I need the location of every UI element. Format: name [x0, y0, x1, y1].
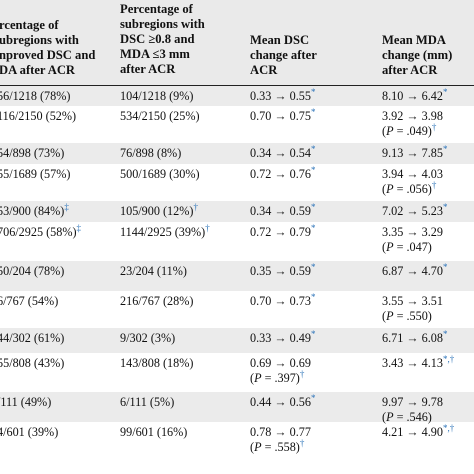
cell-mean-dsc: 0.72 → 0.79* — [250, 222, 316, 239]
footnote-mark: ‡ — [76, 222, 82, 233]
cell-mean-mda: 3.92 → 3.98 — [382, 109, 443, 123]
cell-threshold: 216/767 (28%) — [120, 294, 194, 308]
cell-threshold: 76/898 (8%) — [120, 146, 182, 160]
cell-mean-mda: 9.97 → 9.78 — [382, 395, 443, 409]
table-row: 55/1689 (57%) 500/1689 (30%) 0.72 → 0.76* 3… — [0, 164, 474, 201]
cell-improved: 6/767 (54%) — [0, 294, 59, 308]
footnote-mark: * — [442, 143, 448, 154]
footnote-mark: * — [310, 222, 316, 233]
cell-mean-mda: 7.02 → 5.23* — [382, 201, 448, 218]
footnote-mark: * — [310, 328, 316, 339]
cell-mean-dsc: 0.44 → 0.56* — [250, 392, 316, 409]
cell-mean-mda: 9.13 → 7.85* — [382, 143, 448, 160]
cell-mean-dsc: 0.34 → 0.54* — [250, 143, 316, 160]
footnote-mark: *,† — [442, 422, 455, 433]
cell-improved: 4/601 (39%) — [0, 425, 59, 439]
cell-mean-dsc: 0.78 → 0.77 — [250, 425, 311, 439]
cell-threshold: 500/1689 (30%) — [120, 167, 200, 181]
cell-improved: 55/1689 (57%) — [0, 167, 71, 181]
cell-threshold: 9/302 (3%) — [120, 331, 176, 345]
cell-mean-dsc: (P = .558)† — [250, 437, 305, 454]
cell-improved: 53/900 (84%)‡ — [0, 201, 69, 218]
footnote-mark: * — [310, 143, 316, 154]
footnote-mark: * — [442, 86, 448, 97]
cell-mean-mda: 4.21 → 4.90*,† — [382, 422, 455, 439]
table-row: 54/898 (73%) 76/898 (8%) 0.34 → 0.54* 9.13 … — [0, 143, 474, 164]
table-row: 55/808 (43%) 143/808 (18%) 0.69 → 0.69 (P =… — [0, 353, 474, 392]
footnote-mark: * — [310, 201, 316, 212]
cell-mean-mda: (P = .049)† — [382, 121, 437, 138]
cell-threshold: 6/111 (5%) — [120, 395, 175, 409]
header-rule — [0, 85, 474, 86]
table-row: 116/2150 (52%) 534/2150 (25%) 0.70 → 0.75*… — [0, 106, 474, 143]
footnote-mark: *,† — [442, 353, 455, 364]
cell-mean-dsc: (P = .397)† — [250, 368, 305, 385]
header-col-improved: rcentage of ubregions with nproved DSC a… — [0, 18, 96, 77]
header-col-mean-dsc: Mean DSC change after ACR — [250, 33, 317, 77]
cell-improved: 116/2150 (52%) — [0, 109, 77, 123]
cell-mean-mda: (P = .056)† — [382, 179, 437, 196]
cell-threshold: 534/2150 (25%) — [120, 109, 200, 123]
cell-mean-mda: 3.55 → 3.51 — [382, 294, 443, 308]
footnote-mark: * — [442, 261, 448, 272]
cell-mean-dsc: 0.35 → 0.59* — [250, 261, 316, 278]
cell-improved: 50/204 (78%) — [0, 264, 65, 278]
table-row: 44/302 (61%) 9/302 (3%) 0.33 → 0.49* 6.71 →… — [0, 328, 474, 353]
table-row: 6/767 (54%) 216/767 (28%) 0.70 → 0.73* 3.55… — [0, 291, 474, 328]
cell-mean-dsc: 0.33 → 0.49* — [250, 328, 316, 345]
cell-mean-dsc: 0.69 → 0.69 — [250, 356, 311, 370]
table-row: 56/1218 (78%) 104/1218 (9%) 0.33 → 0.55* 8.… — [0, 86, 474, 106]
cell-mean-dsc: 0.72 → 0.76* — [250, 164, 316, 181]
cell-mean-dsc: 0.70 → 0.75* — [250, 106, 316, 123]
cell-threshold: 105/900 (12%)† — [120, 201, 198, 218]
footnote-mark: † — [431, 121, 437, 132]
cell-mean-mda: (P = .546) — [382, 410, 432, 424]
cell-threshold: 99/601 (16%) — [120, 425, 188, 439]
table-header — [0, 0, 474, 85]
cell-improved: 706/2925 (58%)‡ — [0, 222, 82, 239]
footnote-mark: ‡ — [64, 201, 69, 212]
cell-mean-dsc: 0.34 → 0.59* — [250, 201, 316, 218]
cell-mean-mda: 8.10 → 6.42* — [382, 86, 448, 103]
cell-threshold: 143/808 (18%) — [120, 356, 194, 370]
table-row: 706/2925 (58%)‡ 1144/2925 (39%)† 0.72 → 0.… — [0, 222, 474, 261]
cell-mean-dsc: 0.70 → 0.73* — [250, 291, 316, 308]
cell-mean-mda: 6.71 → 6.08* — [382, 328, 448, 345]
table-row: 53/900 (84%)‡ 105/900 (12%)† 0.34 → 0.59* 7… — [0, 201, 474, 222]
footnote-mark: * — [442, 201, 448, 212]
cell-mean-mda: 6.87 → 4.70* — [382, 261, 448, 278]
footnote-mark: † — [299, 437, 305, 448]
cell-improved: 56/1218 (78%) — [0, 89, 71, 103]
cell-mean-mda: 3.94 → 4.03 — [382, 167, 443, 181]
footnote-mark: * — [442, 328, 448, 339]
table-row: 50/204 (78%) 23/204 (11%) 0.35 → 0.59* 6.87… — [0, 261, 474, 291]
header-col-mean-mda: Mean MDA change (mm) after ACR — [382, 33, 453, 77]
footnote-mark: * — [310, 392, 316, 403]
footnote-mark: * — [310, 164, 316, 175]
footnote-mark: † — [205, 222, 210, 233]
header-col-threshold: Percentage of subregions with DSC ≥0.8 a… — [120, 2, 205, 76]
footnote-mark: † — [431, 179, 437, 190]
cell-improved: /111 (49%) — [0, 395, 52, 409]
footnote-mark: * — [310, 86, 316, 97]
footnote-mark: * — [310, 291, 316, 302]
footnote-mark: * — [310, 261, 316, 272]
table-row: 4/601 (39%) 99/601 (16%) 0.78 → 0.77 (P = .… — [0, 422, 474, 474]
cell-threshold: 104/1218 (9%) — [120, 89, 194, 103]
cell-threshold: 23/204 (11%) — [120, 264, 187, 278]
table-row: /111 (49%) 6/111 (5%) 0.44 → 0.56* 9.97 → 9… — [0, 392, 474, 424]
cell-mean-mda: (P = .047) — [382, 240, 432, 254]
cell-improved: 44/302 (61%) — [0, 331, 65, 345]
cell-mean-mda: 3.35 → 3.29 — [382, 225, 443, 239]
cell-mean-dsc: 0.33 → 0.55* — [250, 86, 316, 103]
footnote-mark: † — [299, 368, 305, 379]
cell-mean-mda: (P = .550) — [382, 309, 432, 323]
footnote-mark: * — [310, 106, 316, 117]
cell-threshold: 1144/2925 (39%)† — [120, 222, 210, 239]
cell-improved: 54/898 (73%) — [0, 146, 65, 160]
cell-improved: 55/808 (43%) — [0, 356, 65, 370]
footnote-mark: † — [193, 201, 198, 212]
cell-mean-mda: 3.43 → 4.13*,† — [382, 353, 455, 370]
